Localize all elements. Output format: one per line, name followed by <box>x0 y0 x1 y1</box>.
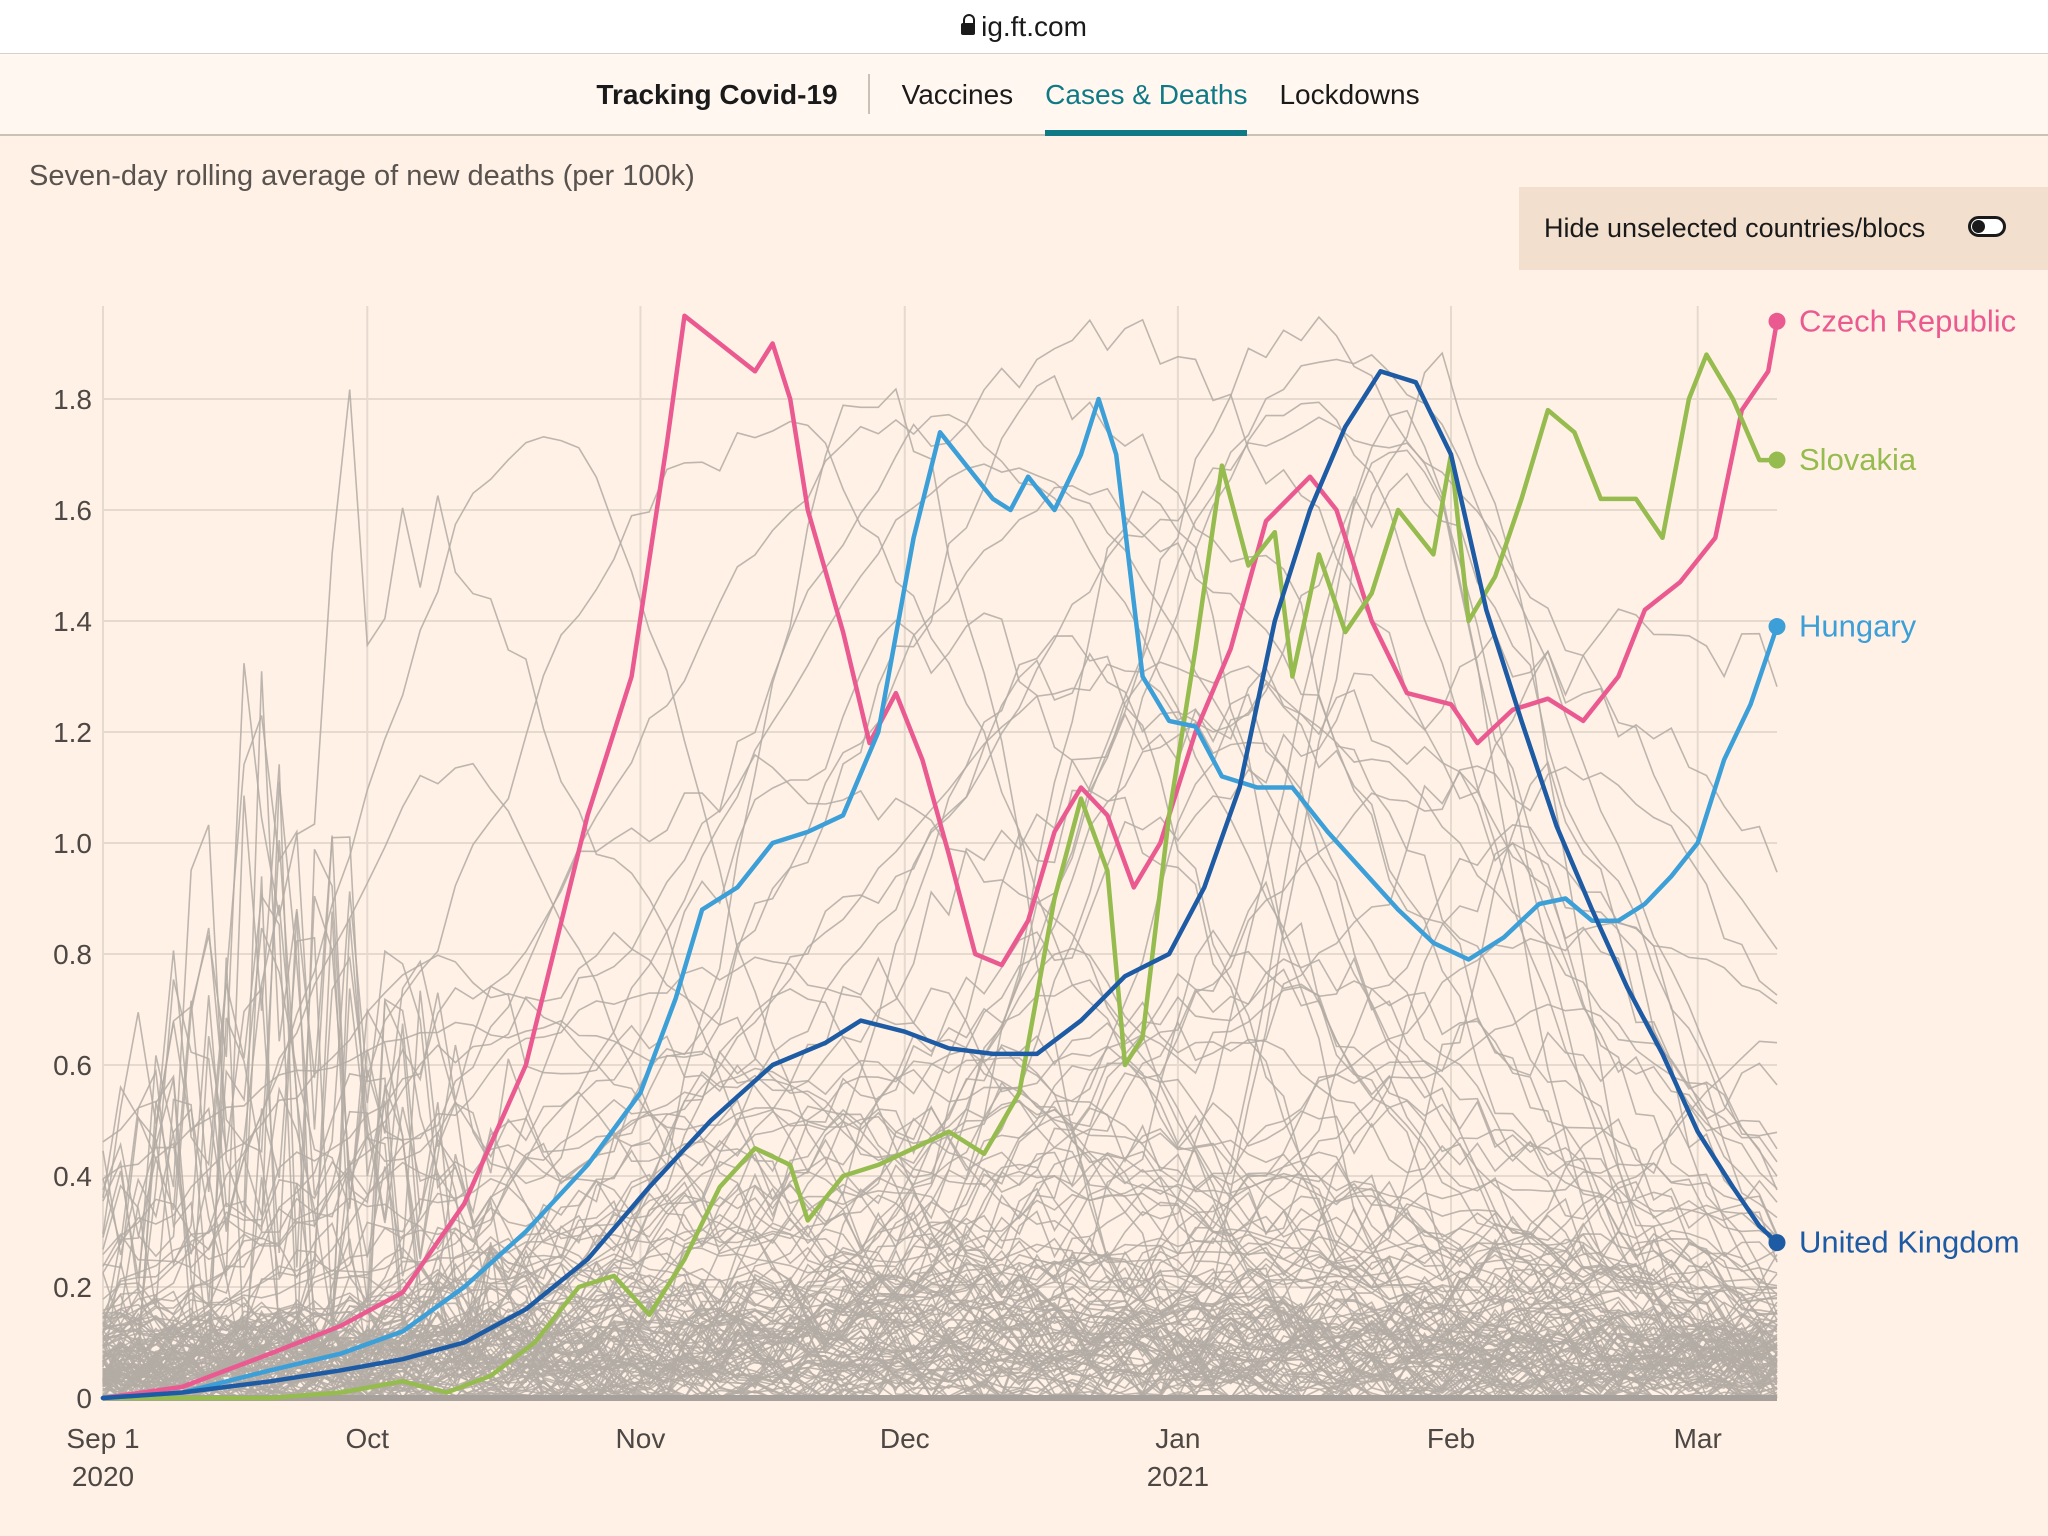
series-end-dot-hungary <box>1768 618 1786 636</box>
x-tick-label: Jan <box>1155 1423 1200 1454</box>
background-country-line <box>102 764 1778 1376</box>
background-country-line <box>102 1059 1778 1390</box>
series-line-slovakia <box>100 352 1780 1401</box>
x-tick-label: Nov <box>616 1423 666 1454</box>
background-country-line <box>102 1274 1778 1399</box>
url-text: ig.ft.com <box>981 10 1087 42</box>
background-country-line <box>102 413 1778 1364</box>
background-country-line <box>102 1128 1778 1399</box>
background-country-line <box>102 931 1778 1370</box>
series-line-czech-republic <box>100 313 1780 1401</box>
nav-link-vaccines[interactable]: Vaccines <box>901 79 1014 110</box>
background-country-line <box>102 374 1778 1362</box>
url-display[interactable]: ig.ft.com <box>961 11 1087 43</box>
x-axis: Sep 1 2020 Oct Nov Dec Jan 2021 Feb Mar <box>66 1423 1721 1492</box>
background-country-line <box>102 968 1778 1390</box>
background-country-line <box>102 1019 1778 1370</box>
background-country-line <box>102 409 1778 1382</box>
background-country-line <box>102 1260 1778 1364</box>
lock-icon <box>961 13 976 36</box>
y-tick-label: 1.2 <box>53 717 92 748</box>
background-country-line <box>102 671 1778 1368</box>
background-country-line <box>102 315 1778 1388</box>
y-tick-label: 0 <box>76 1383 92 1414</box>
series-label-slovakia: Slovakia <box>1799 442 1917 477</box>
background-country-line <box>102 1299 1778 1371</box>
browser-address-bar[interactable]: ig.ft.com <box>0 0 2048 54</box>
background-country-line <box>102 893 1778 1362</box>
background-country-line <box>102 1233 1778 1400</box>
toggle-label: Hide unselected countries/blocs <box>1544 213 1926 243</box>
nav-link-cases-deaths[interactable]: Cases & Deaths <box>1045 54 1248 136</box>
background-country-line <box>102 420 1777 1399</box>
x-tick-label: Mar <box>1674 1423 1722 1454</box>
background-country-line <box>102 318 1778 1369</box>
series-label-hungary: Hungary <box>1799 609 1917 644</box>
x-tick-year-label: 2021 <box>1147 1461 1209 1492</box>
y-tick-label: 0.2 <box>53 1272 92 1303</box>
x-tick-label: Feb <box>1427 1423 1475 1454</box>
nav-link-lockdowns[interactable]: Lockdowns <box>1279 79 1420 110</box>
background-country-line <box>102 387 1778 1399</box>
series-end-dot-slovakia <box>1768 451 1786 469</box>
x-tick-label: Oct <box>346 1423 390 1454</box>
series-line-hungary <box>100 396 1780 1401</box>
x-tick-label: Sep 1 <box>66 1423 139 1454</box>
series-label-czech-republic: Czech Republic <box>1799 303 2016 338</box>
series-end-dot-czech-republic <box>1768 312 1786 330</box>
background-country-line <box>102 1099 1778 1362</box>
series-end-dot-united-kingdom <box>1768 1234 1786 1252</box>
background-country-line <box>102 904 1778 1395</box>
background-country-line <box>102 1187 1778 1376</box>
toggle-switch-icon[interactable] <box>1968 216 2006 237</box>
toggle-knob <box>1972 220 1985 233</box>
background-country-line <box>102 435 1778 1393</box>
background-country-line <box>102 1340 1778 1399</box>
background-country-line <box>102 1098 1778 1368</box>
background-country-line <box>102 1180 1778 1371</box>
x-tick-label: Dec <box>880 1423 930 1454</box>
background-country-line <box>103 956 1778 1364</box>
series-line-united-kingdom <box>100 369 1780 1401</box>
y-tick-label: 1.0 <box>53 828 92 859</box>
x-tick-year-label: 2020 <box>72 1461 134 1492</box>
y-tick-label: 0.8 <box>53 939 92 970</box>
series-label-united-kingdom: United Kingdom <box>1799 1225 2020 1260</box>
top-navigation: Tracking Covid-19 Vaccines Cases & Death… <box>0 54 2048 136</box>
highlighted-series <box>100 312 1786 1401</box>
chart-subtitle: Seven-day rolling average of new deaths … <box>29 160 695 192</box>
background-country-line <box>102 1179 1778 1397</box>
y-tick-label: 0.4 <box>53 1161 92 1192</box>
y-axis: 0 0.2 0.4 0.6 0.8 1.0 1.2 1.4 1.6 1.8 <box>53 384 92 1414</box>
background-country-line <box>102 715 1778 1333</box>
y-tick-label: 1.6 <box>53 495 92 526</box>
background-country-lines <box>102 315 1778 1401</box>
background-country-line <box>102 661 1778 1351</box>
background-country-line <box>102 958 1778 1399</box>
background-country-line <box>102 979 1778 1368</box>
series-labels: Czech Republic Slovakia Hungary United King… <box>1799 303 2020 1259</box>
hide-unselected-toggle[interactable]: Hide unselected countries/blocs <box>1519 187 2048 270</box>
background-country-line <box>102 1040 1778 1399</box>
background-country-line <box>102 484 1778 1393</box>
y-tick-label: 1.4 <box>53 606 92 637</box>
nav-separator <box>867 74 870 114</box>
nav-brand-tracking-covid[interactable]: Tracking Covid-19 <box>596 79 838 110</box>
background-country-line <box>102 824 1778 1370</box>
y-tick-label: 0.6 <box>53 1050 92 1081</box>
y-tick-label: 1.8 <box>53 384 92 415</box>
